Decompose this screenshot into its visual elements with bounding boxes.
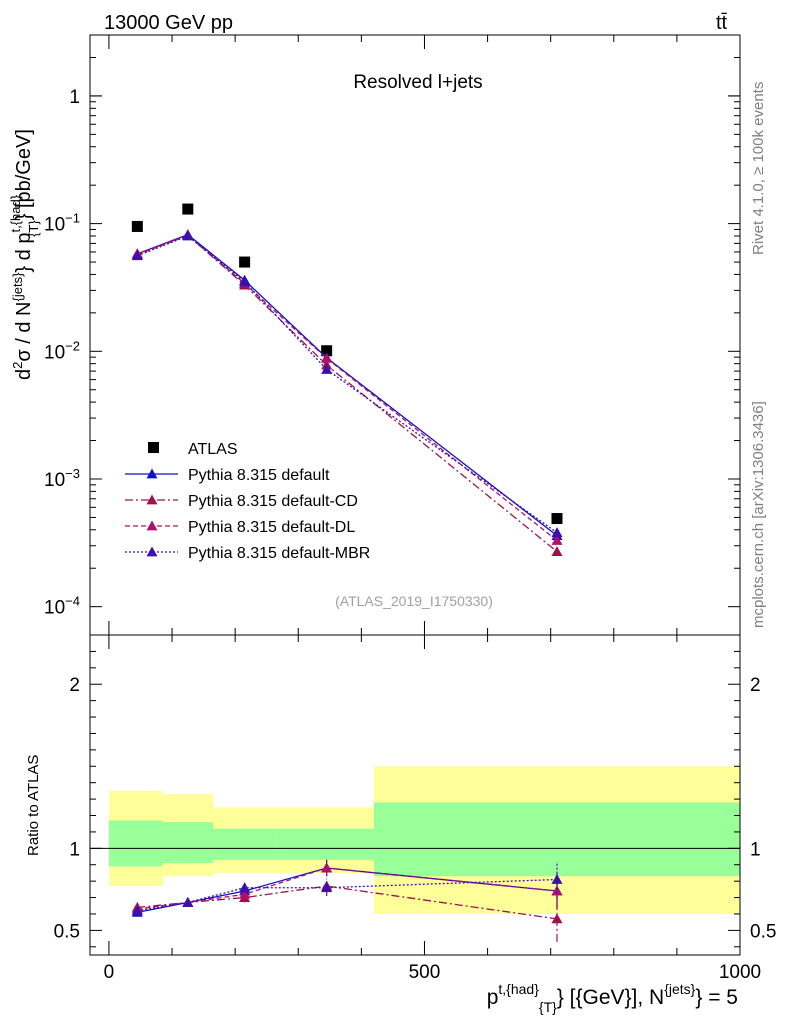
ratio-y-tick-label: 1 xyxy=(69,839,80,860)
series-point-dl xyxy=(321,352,333,363)
ratio-y-tick-label: 2 xyxy=(69,675,80,696)
legend-label-mbr: Pythia 8.315 default-MBR xyxy=(188,545,370,562)
analysis-label: (ATLAS_2019_I1750330) xyxy=(335,593,493,609)
ratio-tick-labels: 0.5 0.5 1 1 2 2 0 500 1000 xyxy=(54,675,777,983)
data-point-atlas xyxy=(131,220,143,232)
x-tick-label: 500 xyxy=(409,962,441,983)
ratio-y-axis-label: Ratio to ATLAS xyxy=(25,755,42,856)
process-label: tt̄ xyxy=(716,12,728,34)
uncertainty-band-inner xyxy=(276,828,374,860)
main-ticks xyxy=(90,34,741,635)
y-tick-label: 1 xyxy=(69,87,80,108)
energy-label: 13000 GeV pp xyxy=(104,12,233,34)
legend-marker-dl xyxy=(146,520,158,531)
ratio-y-tick-label-right: 1 xyxy=(750,839,761,860)
legend-marker-cd xyxy=(146,494,158,505)
ratio-y-tick-label-right: 2 xyxy=(750,675,761,696)
series-line-mbr xyxy=(137,235,558,534)
ratio-point-cd xyxy=(551,913,563,924)
series-point-mbr xyxy=(131,250,143,261)
main-panel: 1 10−1 10−2 10−3 10−4 Resolved l+jets (ATLAS… xyxy=(8,34,741,636)
y-tick-label: 10−3 xyxy=(44,466,80,491)
source-label: mcplots.cern.ch [arXiv:1306.3436] xyxy=(750,401,767,628)
ratio-point-dl xyxy=(321,862,333,873)
x-axis-label: pt,{had}{T}} [{GeV}], N{jets}} = 5 xyxy=(487,981,738,1015)
ratio-point-dl xyxy=(239,888,251,899)
data-point-atlas xyxy=(321,345,333,357)
data-point-atlas xyxy=(551,513,563,525)
legend-marker-atlas xyxy=(148,442,159,453)
ratio-ticks xyxy=(90,635,741,955)
x-tick-label: 1000 xyxy=(719,962,761,983)
legend-marker-default xyxy=(146,468,158,479)
uncertainty-band-inner xyxy=(162,822,214,864)
y-tick-label: 10−4 xyxy=(44,594,80,619)
data-point-atlas xyxy=(182,203,194,215)
series-point-dl xyxy=(551,534,563,545)
legend-marker-mbr xyxy=(146,546,158,557)
ratio-y-tick-label: 0.5 xyxy=(54,921,80,942)
uncertainty-band-inner xyxy=(213,828,277,860)
ratio-panel: 0.5 0.5 1 1 2 2 0 500 1000 Ratio to ATLAS pt,{ha… xyxy=(25,634,777,1015)
data-point-atlas xyxy=(239,256,251,268)
y-tick-label: 10−2 xyxy=(44,338,80,363)
main-title: Resolved l+jets xyxy=(353,72,482,93)
ratio-frame xyxy=(89,634,741,956)
svg-text:d2σ / d N{jets}} d pt,{had}{T: d2σ / d N{jets}} d pt,{had} {T}} [pb/GeV] xyxy=(8,129,41,380)
legend-label-data: ATLAS xyxy=(188,441,238,458)
y-tick-label: 10−1 xyxy=(44,211,80,236)
svg-text:pt,{had}{T}} [{GeV}], N{jets}}: pt,{had}{T}} [{GeV}], N{jets}} = 5 xyxy=(487,981,738,1015)
ratio-point-mbr xyxy=(321,882,333,893)
series-point-mbr xyxy=(551,527,563,538)
ratio-plot-area xyxy=(131,859,563,942)
series-point-cd xyxy=(551,546,563,556)
rivet-version-label: Rivet 4.1.0, ≥ 100k events xyxy=(750,82,767,255)
ratio-point-mbr xyxy=(182,896,194,907)
main-y-axis-label: d2σ / d N{jets}} d pt,{had} {T}} [pb/GeV] xyxy=(8,129,41,380)
legend-label-dl: Pythia 8.315 default-DL xyxy=(188,519,355,536)
series-point-mbr xyxy=(239,276,251,287)
ratio-point-mbr xyxy=(131,905,143,916)
main-plot-area xyxy=(131,203,563,556)
series-point-mbr xyxy=(321,364,333,374)
ratio-point-mbr xyxy=(551,874,563,884)
ratio-bands xyxy=(108,766,740,914)
legend-label-cd: Pythia 8.315 default-CD xyxy=(188,493,358,510)
legend-label-default: Pythia 8.315 default xyxy=(188,467,330,484)
uncertainty-band-inner xyxy=(108,820,163,867)
main-tick-labels: 1 10−1 10−2 10−3 10−4 xyxy=(44,87,80,619)
x-tick-label: 0 xyxy=(104,962,115,983)
ratio-point-dl xyxy=(551,885,563,896)
legend: ATLAS Pythia 8.315 default Pythia 8.315 de… xyxy=(125,441,370,562)
ratio-y-tick-label-right: 0.5 xyxy=(750,921,776,942)
series-point-mbr xyxy=(182,230,194,241)
ratio-point-mbr xyxy=(239,882,251,893)
